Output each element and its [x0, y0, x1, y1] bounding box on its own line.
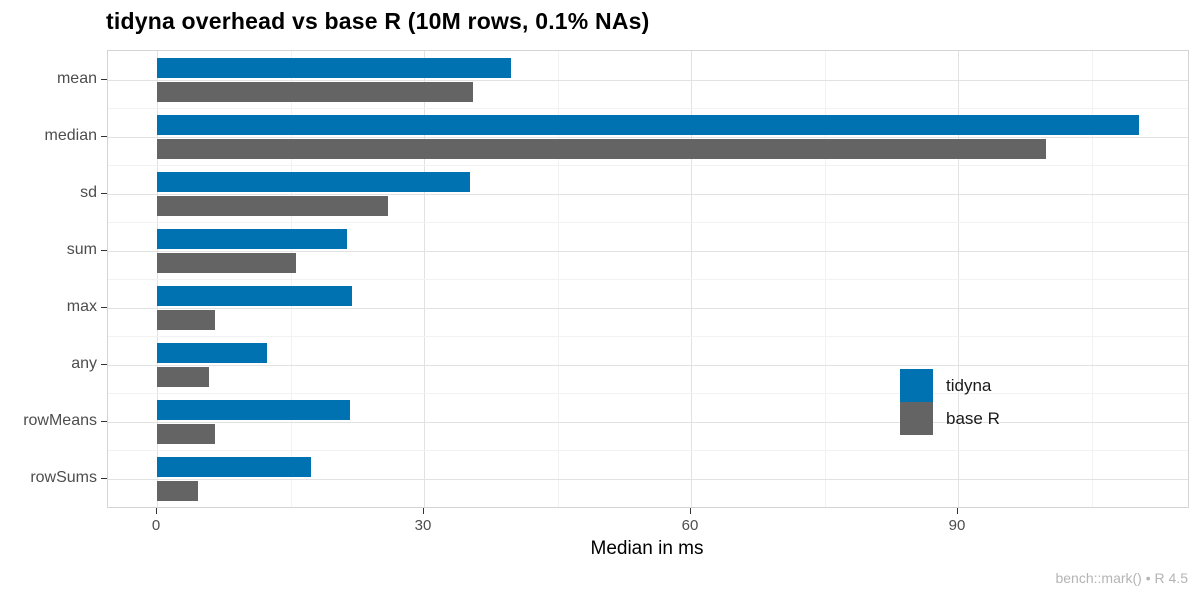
legend-key-base-r-swatch: [900, 402, 933, 435]
bar-base-r-mean: [156, 82, 473, 102]
x-axis-tick: [423, 508, 424, 514]
y-axis-tick: [101, 136, 107, 137]
gridline-horizontal-major: [108, 137, 1188, 138]
category-label-any: any: [71, 355, 97, 372]
legend-entry-tidyna: tidyna: [900, 369, 1000, 402]
category-label-rowMeans: rowMeans: [23, 412, 97, 429]
y-axis-tick: [101, 478, 107, 479]
y-axis-tick: [101, 250, 107, 251]
bar-base-r-rowSums: [156, 481, 198, 501]
x-axis-tick-label: 30: [414, 517, 432, 534]
bar-base-r-rowMeans: [156, 424, 215, 444]
gridline-horizontal-minor: [108, 393, 1188, 394]
bar-base-r-sd: [156, 196, 388, 216]
chart-title: tidyna overhead vs base R (10M rows, 0.1…: [106, 8, 650, 34]
bar-tidyna-mean: [156, 58, 511, 78]
category-label-median: median: [44, 127, 97, 144]
gridline-horizontal-minor: [108, 222, 1188, 223]
gridline-horizontal-minor: [108, 450, 1188, 451]
gridline-horizontal-major: [108, 251, 1188, 252]
gridline-horizontal-major: [108, 365, 1188, 366]
bar-base-r-max: [156, 310, 215, 330]
x-axis-tick-label: 90: [948, 517, 966, 534]
y-axis-tick: [101, 193, 107, 194]
y-axis-tick: [101, 307, 107, 308]
gridline-horizontal-minor: [108, 108, 1188, 109]
bar-base-r-median: [156, 139, 1046, 159]
category-label-sd: sd: [80, 184, 97, 201]
gridline-horizontal-major: [108, 308, 1188, 309]
category-label-rowSums: rowSums: [30, 469, 97, 486]
x-axis-tick-label: 60: [681, 517, 699, 534]
plot-caption: bench::mark() • R 4.5: [1055, 570, 1188, 586]
bar-tidyna-rowSums: [156, 457, 311, 477]
gridline-horizontal-major: [108, 479, 1188, 480]
bar-tidyna-max: [156, 286, 352, 306]
x-axis-tick: [690, 508, 691, 514]
legend: tidyna base R: [900, 369, 1000, 435]
bar-tidyna-sd: [156, 172, 470, 192]
y-axis-tick: [101, 79, 107, 80]
y-axis-tick: [101, 364, 107, 365]
category-label-sum: sum: [66, 241, 97, 258]
gridline-horizontal-minor: [108, 336, 1188, 337]
x-axis-tick: [957, 508, 958, 514]
legend-key-tidyna-swatch: [900, 369, 933, 402]
bar-tidyna-median: [156, 115, 1139, 135]
category-label-max: max: [66, 298, 97, 315]
gridline-horizontal-major: [108, 80, 1188, 81]
gridline-horizontal-major: [108, 194, 1188, 195]
bar-base-r-sum: [156, 253, 296, 273]
x-axis-tick-label: 0: [151, 517, 161, 534]
legend-entry-base-r: base R: [900, 402, 1000, 435]
gridline-horizontal-major: [108, 422, 1188, 423]
x-axis-title: Median in ms: [590, 538, 704, 559]
x-axis-tick: [156, 508, 157, 514]
bar-tidyna-any: [156, 343, 267, 363]
legend-label: tidyna: [946, 375, 992, 395]
category-label-mean: mean: [56, 70, 97, 87]
legend-label: base R: [946, 408, 1000, 428]
bar-base-r-any: [156, 367, 209, 387]
bar-tidyna-rowMeans: [156, 400, 350, 420]
gridline-horizontal-minor: [108, 279, 1188, 280]
gridline-horizontal-minor: [108, 165, 1188, 166]
bar-tidyna-sum: [156, 229, 347, 249]
plot-panel: [107, 50, 1189, 508]
y-axis-tick: [101, 421, 107, 422]
